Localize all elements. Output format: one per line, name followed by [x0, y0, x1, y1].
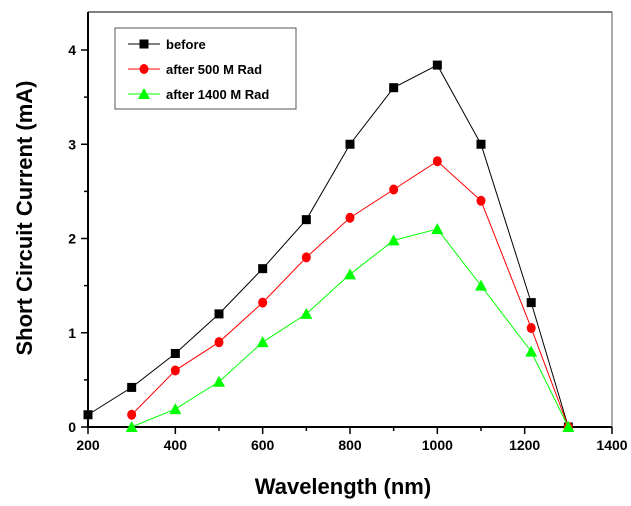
data-point — [562, 421, 575, 432]
data-point — [475, 279, 487, 291]
legend-marker — [138, 88, 150, 99]
series-line — [87, 64, 569, 428]
y-axis-title: Short Circuit Current (mA) — [12, 81, 37, 356]
x-tick-label: 200 — [76, 437, 100, 453]
data-point — [300, 307, 313, 319]
data-point — [431, 223, 444, 235]
data-point — [213, 375, 225, 387]
data-point — [526, 298, 536, 308]
x-axis-title: Wavelength (nm) — [255, 474, 431, 499]
data-point — [127, 409, 137, 420]
data-point — [127, 382, 137, 392]
series-2 — [125, 223, 575, 432]
legend: before after 500 M Rad after 1400 M Rad — [114, 27, 297, 110]
data-point — [125, 421, 138, 432]
y-tick-label: 0 — [68, 419, 76, 435]
data-point — [345, 139, 355, 149]
x-tick-label: 400 — [164, 437, 188, 453]
data-point — [476, 139, 486, 149]
series-0 — [83, 60, 573, 432]
data-point — [525, 345, 538, 357]
data-point — [344, 268, 356, 280]
data-point — [476, 195, 486, 206]
data-point — [169, 403, 182, 415]
data-point — [83, 410, 93, 420]
data-point — [214, 337, 224, 348]
series-line — [131, 228, 569, 428]
y-tick-label: 3 — [68, 136, 76, 152]
x-tick-label: 1000 — [422, 437, 453, 453]
axes: 200 400 600 800 1000 1200 1400 0 1 2 3 4 — [68, 11, 628, 453]
x-tick-label: 1400 — [596, 437, 627, 453]
data-point — [389, 83, 399, 93]
data-point — [170, 348, 180, 358]
data-point — [345, 212, 355, 223]
series-line — [131, 160, 569, 428]
data-point — [432, 156, 442, 167]
y-tick-label: 4 — [68, 42, 76, 58]
data-point — [432, 60, 442, 70]
x-tick-label: 600 — [251, 437, 275, 453]
data-point — [258, 297, 268, 308]
series-layer — [83, 60, 575, 432]
legend-label: after 1400 M Rad — [166, 87, 269, 102]
legend-label: before — [166, 37, 206, 52]
x-tick-label: 1200 — [509, 437, 540, 453]
data-point — [301, 215, 311, 225]
y-tick-label: 1 — [68, 325, 76, 341]
data-point — [170, 365, 180, 376]
y-tick-label: 2 — [68, 231, 76, 247]
data-point — [301, 252, 311, 263]
series-1 — [127, 156, 573, 432]
data-point — [214, 309, 224, 319]
data-point — [387, 234, 400, 246]
data-point — [258, 264, 268, 274]
data-point — [256, 336, 269, 348]
x-tick-label: 800 — [338, 437, 362, 453]
legend-marker — [139, 64, 149, 74]
data-point — [526, 323, 536, 334]
data-point — [389, 184, 399, 195]
legend-marker — [139, 39, 149, 49]
legend-label: after 500 M Rad — [166, 62, 262, 77]
